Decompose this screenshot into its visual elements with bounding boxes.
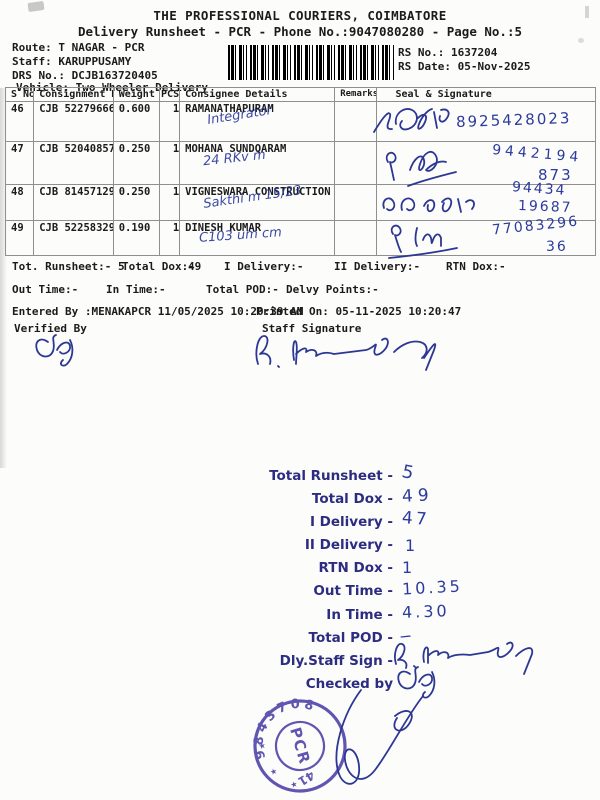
barcode-icon [228, 45, 394, 80]
dly-staff-signature [394, 641, 534, 675]
cell-consignment: CJB 520408579 [33, 141, 114, 185]
ii-delivery-label: II Delivery:- [334, 260, 421, 273]
total-dox-label: Total Dox:- [122, 260, 195, 273]
summary-value: 1 [402, 558, 413, 577]
staff-label: Staff: KARUPPUSAMY [12, 55, 132, 68]
cell-pcs: 1 [159, 141, 181, 185]
cell-remarks [334, 101, 378, 142]
summary-label: I Delivery - [309, 514, 393, 530]
summary-label: RTN Dox - [318, 560, 394, 576]
staff-signature [255, 335, 437, 371]
rs-date-label: RS Date: 05-Nov-2025 [398, 60, 531, 73]
out-time-label: Out Time:- [12, 283, 79, 296]
verified-by-signature [35, 334, 74, 367]
recipient-signature [385, 150, 457, 187]
cell-pcs: 1 [159, 184, 181, 221]
stamp-star-icon: ★ [269, 766, 278, 777]
summary-value: 47 [401, 508, 431, 530]
cell-weight: 0.250 [112, 184, 161, 221]
header-seal: Seal & Signature [376, 87, 596, 102]
summary-label: Out Time - [313, 583, 393, 599]
cell-pcs: 1 [159, 101, 181, 142]
summary-value: 10.35 [401, 576, 464, 599]
i-delivery-label: I Delivery:- [224, 260, 304, 273]
handwritten-phone: 873 [538, 166, 573, 184]
cell-s-no: 46 [4, 101, 35, 142]
summary-label: Dly.Staff Sign - [279, 653, 393, 669]
entered-by-label: Entered By :MENAKAPCR 11/05/2025 10:20:3… [12, 305, 304, 318]
scan-smudge [0, 88, 7, 468]
scan-smudge [578, 38, 584, 43]
cell-s-no: 47 [4, 141, 35, 185]
summary-value: 4.30 [401, 601, 450, 622]
recipient-signature [388, 224, 458, 259]
cell-remarks [334, 184, 378, 221]
printed-on-label: Printed On: 05-11-2025 10:20:47 [256, 305, 462, 318]
header-s-no: S No [4, 87, 35, 102]
staff-signature-label: Staff Signature [262, 322, 362, 335]
header-consignee: Consignee Details [179, 87, 336, 102]
verified-by-label: Verified By [14, 322, 87, 335]
company-title: THE PROFESSIONAL COURIERS, COIMBATORE [153, 8, 447, 23]
summary-label: Total POD - [308, 630, 393, 646]
stamp-star-icon: ★ [289, 779, 298, 790]
cell-weight: 0.190 [112, 220, 161, 256]
scan-smudge [585, 6, 589, 18]
cell-consignee: DINESH KUMAR [179, 220, 336, 256]
recipient-signature [382, 197, 475, 213]
in-time-label: In Time:- [106, 283, 166, 296]
header-remarks: Remarks [334, 87, 378, 102]
cell-consignee: MOHANA SUNDQARAM [179, 141, 336, 185]
cell-consignment: CJB 81457129 [33, 184, 114, 221]
route-label: Route: T NAGAR - PCR [12, 41, 145, 54]
cell-seal [376, 220, 596, 256]
cell-remarks [334, 141, 378, 185]
cell-pcs: 1 [159, 220, 181, 256]
rs-no-label: RS No.: 1637204 [398, 46, 498, 59]
summary-label: II Delivery - [304, 537, 393, 553]
runsheet-subtitle: Delivery Runsheet - PCR - Phone No.:9047… [77, 24, 522, 39]
summary-label: Total Dox - [311, 491, 393, 507]
drs-no-label: DRS No.: DCJB163720405 [12, 69, 158, 82]
total-runsheet-label: Tot. Runsheet:- 5 [12, 260, 125, 273]
rtn-dox-label: RTN Dox:- [446, 260, 506, 273]
cell-consignment: CJB 522796660 [33, 101, 114, 142]
stamp-star-icon: ★ [257, 741, 266, 752]
table-row: 47 CJB 520408579 0.250 1 MOHANA SUNDQARA… [4, 141, 596, 185]
overstamp-signature [335, 689, 424, 785]
header-pcs: PCS [159, 87, 181, 102]
cell-s-no: 49 [4, 220, 35, 256]
cell-weight: 0.250 [112, 141, 161, 185]
table-row: 49 CJB 522583292 0.190 1 DINESH KUMAR [4, 220, 596, 256]
cell-consignment: CJB 522583292 [33, 220, 114, 256]
header-consignment: Consignment No [33, 87, 114, 102]
total-dox-value: 49 [188, 260, 202, 273]
table-row: 48 CJB 81457129 0.250 1 VIGNESWARA CONST… [4, 184, 596, 221]
handwritten-phone: 19687 [517, 198, 573, 216]
cell-remarks [334, 220, 378, 256]
handwritten-phone: 36 [546, 239, 568, 255]
cell-consignee: RAMANATHAPURAM [179, 101, 336, 142]
total-pod-label: Total POD:- [206, 283, 279, 296]
recipient-signature [373, 108, 450, 133]
summary-label: Checked by [305, 676, 393, 692]
cell-s-no: 48 [4, 184, 35, 221]
summary-label: Total Runsheet - [269, 468, 393, 484]
table-header-row: S No Consignment No Weight PCS Consignee… [4, 87, 596, 102]
summary-value: 1 [405, 536, 416, 555]
consignment-table: S No Consignment No Weight PCS Consignee… [4, 87, 596, 256]
cell-consignee: VIGNESWARA CONSTRUCTION [179, 184, 336, 221]
header-weight: Weight [112, 87, 161, 102]
summary-value: 49 [401, 485, 435, 507]
summary-label: In Time - [326, 607, 393, 623]
delvy-points-label: Delvy Points:- [286, 283, 379, 296]
cell-weight: 0.600 [112, 101, 161, 142]
summary-value: 5 [399, 461, 416, 484]
